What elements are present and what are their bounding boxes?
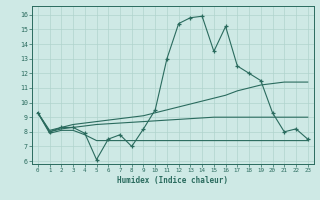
X-axis label: Humidex (Indice chaleur): Humidex (Indice chaleur) [117, 176, 228, 185]
